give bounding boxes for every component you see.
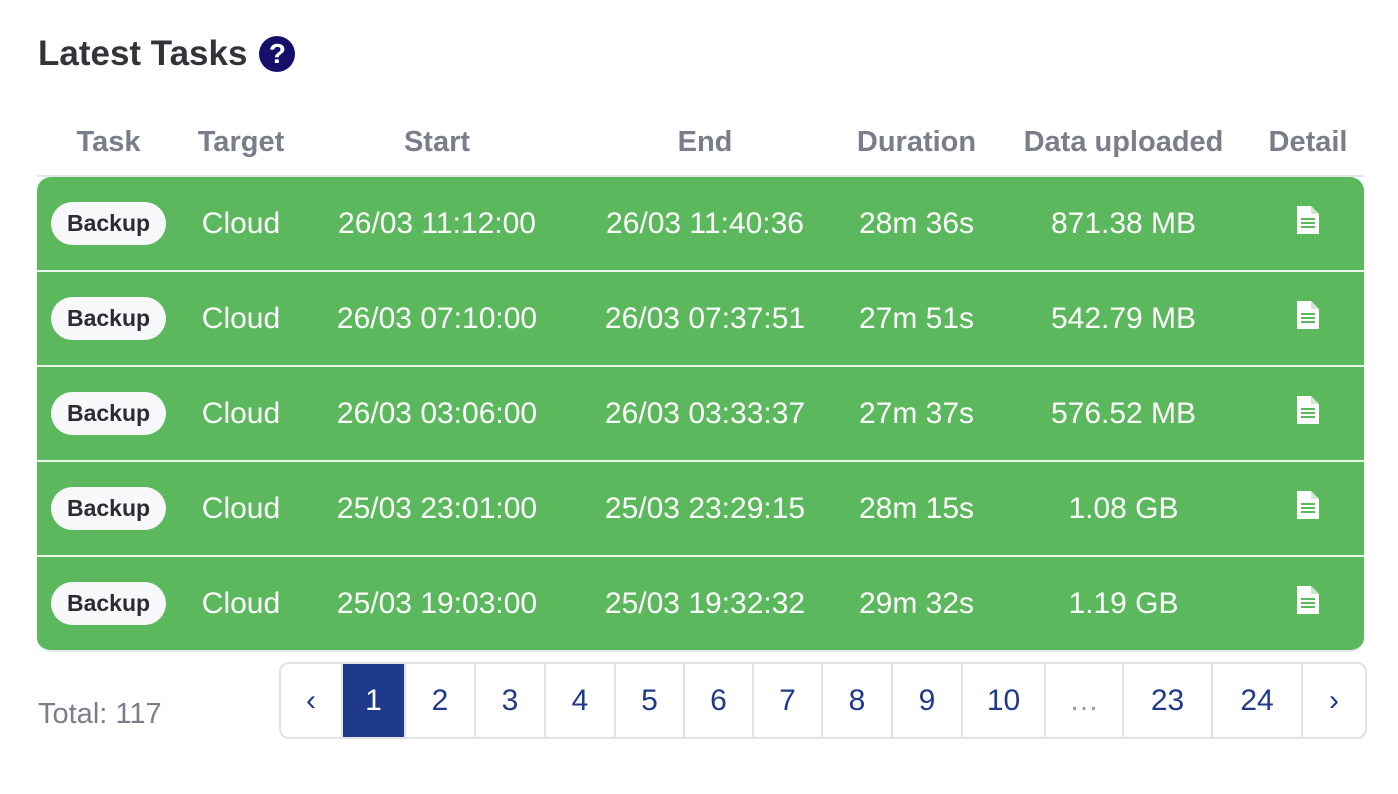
task-badge: Backup bbox=[50, 297, 167, 340]
document-icon[interactable] bbox=[1297, 300, 1319, 329]
page-button-10[interactable]: 10 bbox=[963, 664, 1046, 737]
col-task: Task bbox=[76, 126, 141, 158]
table-row: Backup Cloud 26/03 07:10:00 26/03 07:37:… bbox=[37, 272, 1364, 367]
data-uploaded-cell: 871.38 MB bbox=[1050, 206, 1197, 240]
page-button-23[interactable]: 23 bbox=[1124, 664, 1213, 737]
col-detail: Detail bbox=[1268, 126, 1348, 158]
table-row: Backup Cloud 26/03 03:06:00 26/03 03:33:… bbox=[37, 367, 1364, 462]
page-button-3[interactable]: 3 bbox=[476, 664, 546, 737]
page-button-1[interactable]: 1 bbox=[343, 664, 406, 737]
table-header: Task Target Start End Duration Data uplo… bbox=[37, 110, 1364, 177]
task-badge: Backup bbox=[50, 392, 167, 435]
page-button-8[interactable]: 8 bbox=[823, 664, 893, 737]
end-cell: 26/03 03:33:37 bbox=[604, 396, 806, 430]
start-cell: 25/03 19:03:00 bbox=[336, 586, 538, 620]
col-end: End bbox=[677, 126, 733, 158]
help-icon[interactable]: ? bbox=[259, 36, 296, 72]
target-cell: Cloud bbox=[201, 586, 281, 620]
task-badge: Backup bbox=[50, 582, 167, 625]
col-start: Start bbox=[403, 126, 471, 158]
page-button-2[interactable]: 2 bbox=[406, 664, 476, 737]
data-uploaded-cell: 542.79 MB bbox=[1050, 301, 1197, 335]
table-row: Backup Cloud 25/03 23:01:00 25/03 23:29:… bbox=[37, 462, 1364, 557]
page-button-6[interactable]: 6 bbox=[685, 664, 754, 737]
data-uploaded-cell: 576.52 MB bbox=[1050, 396, 1197, 430]
target-cell: Cloud bbox=[201, 206, 281, 240]
page-title: Latest Tasks ? bbox=[38, 34, 296, 74]
document-icon[interactable] bbox=[1297, 490, 1319, 519]
document-icon[interactable] bbox=[1297, 205, 1319, 234]
prev-page-button[interactable]: ‹ bbox=[281, 664, 343, 737]
duration-cell: 27m 51s bbox=[858, 301, 975, 335]
end-cell: 26/03 11:40:36 bbox=[606, 206, 804, 240]
col-data-uploaded: Data uploaded bbox=[1023, 126, 1224, 158]
data-uploaded-cell: 1.08 GB bbox=[1068, 491, 1179, 525]
duration-cell: 29m 32s bbox=[858, 586, 975, 620]
document-icon[interactable] bbox=[1297, 395, 1319, 424]
pagination-ellipsis: … bbox=[1046, 664, 1124, 737]
page-button-9[interactable]: 9 bbox=[893, 664, 963, 737]
target-cell: Cloud bbox=[201, 396, 281, 430]
target-cell: Cloud bbox=[201, 301, 281, 335]
data-uploaded-cell: 1.19 GB bbox=[1068, 586, 1179, 620]
duration-cell: 28m 36s bbox=[858, 206, 975, 240]
end-cell: 25/03 19:32:32 bbox=[604, 586, 806, 620]
title-text: Latest Tasks bbox=[38, 34, 248, 73]
start-cell: 26/03 03:06:00 bbox=[336, 396, 538, 430]
pagination: ‹ 1 2 3 4 5 6 7 8 9 10… 23 24 › bbox=[279, 662, 1367, 739]
table-row: Backup Cloud 25/03 19:03:00 25/03 19:32:… bbox=[37, 557, 1364, 650]
next-page-button[interactable]: › bbox=[1329, 683, 1339, 717]
total-count: Total: 117 bbox=[38, 698, 162, 730]
col-duration: Duration bbox=[856, 126, 977, 158]
end-cell: 25/03 23:29:15 bbox=[604, 491, 806, 525]
task-badge: Backup bbox=[50, 202, 167, 245]
task-badge: Backup bbox=[50, 487, 167, 530]
col-target: Target bbox=[197, 126, 285, 158]
page-button-4[interactable]: 4 bbox=[546, 664, 616, 737]
start-cell: 26/03 11:12:00 bbox=[338, 206, 536, 240]
table-body: Backup Cloud 26/03 11:12:00 26/03 11:40:… bbox=[37, 177, 1364, 652]
page-button-24[interactable]: 24 bbox=[1213, 664, 1303, 737]
tasks-table: Task Target Start End Duration Data uplo… bbox=[37, 110, 1364, 652]
document-icon[interactable] bbox=[1297, 585, 1319, 614]
page-button-5[interactable]: 5 bbox=[616, 664, 685, 737]
table-row: Backup Cloud 26/03 11:12:00 26/03 11:40:… bbox=[37, 177, 1364, 272]
target-cell: Cloud bbox=[201, 491, 281, 525]
duration-cell: 28m 15s bbox=[858, 491, 975, 525]
end-cell: 26/03 07:37:51 bbox=[604, 301, 806, 335]
page-button-7[interactable]: 7 bbox=[754, 664, 823, 737]
start-cell: 26/03 07:10:00 bbox=[336, 301, 538, 335]
start-cell: 25/03 23:01:00 bbox=[336, 491, 538, 525]
duration-cell: 27m 37s bbox=[858, 396, 975, 430]
